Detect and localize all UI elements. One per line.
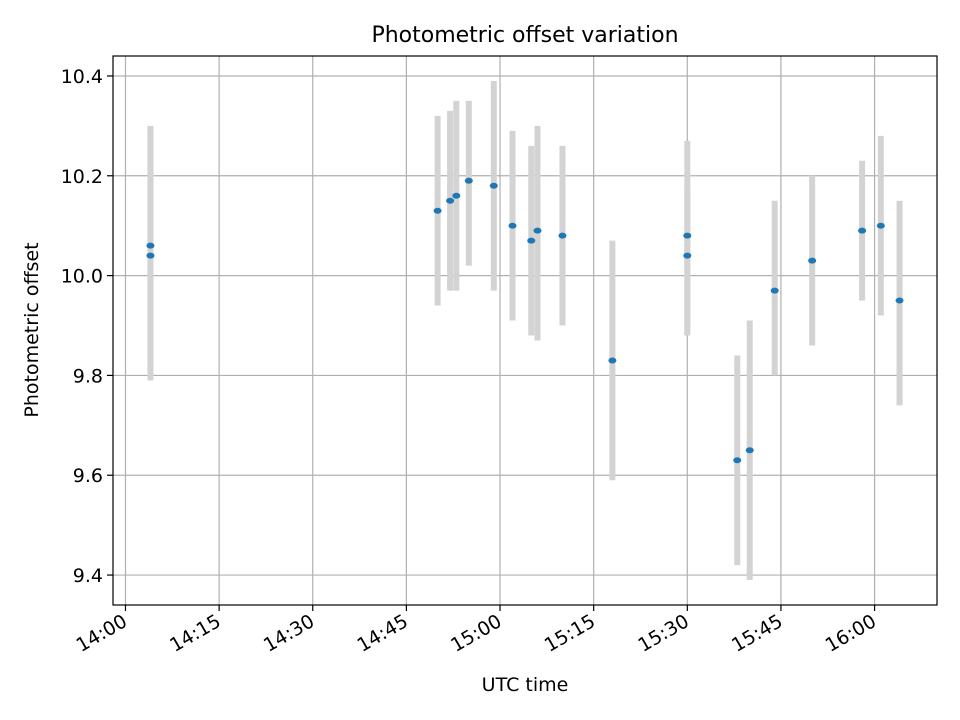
data-point [533, 227, 542, 234]
x-axis-label: UTC time [482, 674, 569, 696]
data-point [858, 227, 867, 234]
data-point [558, 232, 567, 239]
x-tick-label: 15:00 [447, 610, 505, 656]
data-point [608, 357, 617, 364]
data-point [527, 237, 536, 244]
data-point [895, 297, 904, 304]
data-points [146, 177, 904, 464]
error-bars [147, 80, 903, 581]
x-tick-label: 15:45 [728, 610, 786, 656]
data-point [770, 287, 779, 294]
data-point [683, 252, 692, 259]
y-tick-label: 10.0 [61, 266, 103, 288]
data-point [446, 197, 455, 204]
x-tick-label: 14:15 [166, 610, 224, 656]
x-axis-ticks: 14:00 14:15 14:30 14:45 15:00 15:15 15:30 15:45… [73, 605, 880, 657]
x-tick-label: 16:00 [822, 610, 880, 656]
data-point [464, 177, 473, 184]
data-point [876, 222, 885, 229]
y-axis-ticks: 9.4 9.6 9.8 10.0 10.2 10.4 [61, 66, 113, 587]
x-tick-label: 14:45 [353, 610, 411, 656]
plot-area-frame [112, 55, 938, 606]
y-tick-label: 10.4 [61, 66, 103, 88]
x-tick-label: 14:00 [73, 610, 131, 656]
data-point [146, 252, 155, 259]
data-point [808, 257, 817, 264]
grid [113, 56, 937, 605]
data-point [508, 222, 517, 229]
data-point [433, 207, 442, 214]
x-tick-label: 15:15 [541, 610, 599, 656]
y-tick-label: 9.6 [73, 465, 103, 487]
data-point [745, 447, 754, 454]
y-tick-label: 9.4 [73, 565, 103, 587]
data-point [489, 182, 498, 189]
data-point [146, 242, 155, 249]
x-tick-label: 15:30 [634, 610, 692, 656]
data-point [452, 192, 461, 199]
y-axis-label: Photometric offset [21, 242, 43, 417]
y-tick-label: 10.2 [61, 166, 103, 188]
data-point [683, 232, 692, 239]
y-tick-label: 9.8 [73, 365, 103, 387]
x-tick-label: 14:30 [260, 610, 318, 656]
chart-title: Photometric offset variation [371, 23, 678, 48]
data-point [733, 457, 742, 464]
